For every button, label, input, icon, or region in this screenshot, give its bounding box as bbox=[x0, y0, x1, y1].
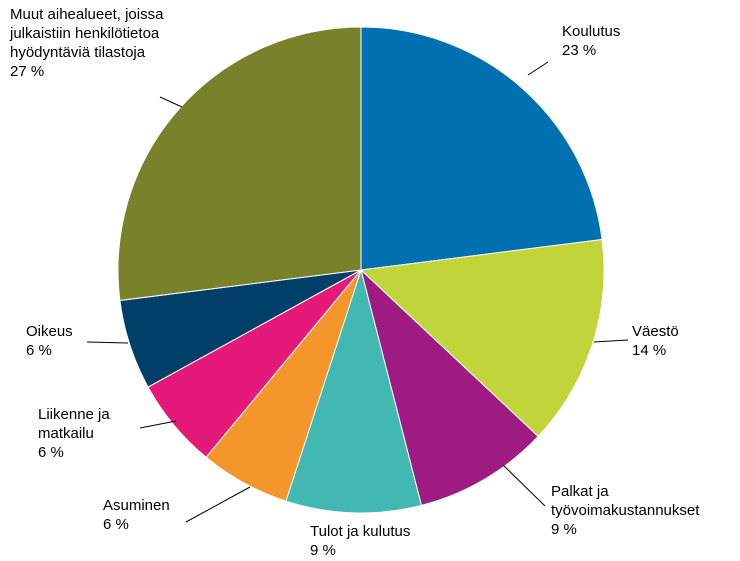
value-label: 9 % bbox=[551, 521, 577, 538]
value-label: 6 % bbox=[103, 516, 129, 533]
pie-slice bbox=[360, 26, 603, 271]
leader-line bbox=[159, 96, 183, 108]
leader-line bbox=[593, 339, 629, 343]
slice-label: Koulutus 23 % bbox=[562, 22, 620, 60]
leader-line bbox=[527, 61, 549, 76]
leader-line bbox=[185, 486, 251, 523]
pie-slice bbox=[285, 268, 423, 514]
category-label: Asuminen bbox=[103, 497, 170, 514]
value-label: 14 % bbox=[632, 342, 667, 359]
slice-label: Väestö 14 % bbox=[632, 322, 679, 360]
slice-label: Oikeus 6 % bbox=[26, 322, 73, 360]
category-label: Liikenne ja matkailu bbox=[38, 406, 110, 442]
pie-slice bbox=[117, 26, 362, 302]
leader-line bbox=[86, 341, 129, 344]
category-label: Oikeus bbox=[26, 323, 73, 340]
category-label: Palkat ja työvoimakustannukset bbox=[551, 483, 700, 519]
category-label: Väestö bbox=[632, 323, 679, 340]
value-label: 6 % bbox=[26, 342, 52, 359]
value-label: 23 % bbox=[562, 42, 597, 59]
slice-label: Tulot ja kulutus 9 % bbox=[310, 522, 410, 560]
slice-label: Liikenne ja matkailu 6 % bbox=[38, 405, 138, 462]
pie-slice bbox=[360, 268, 539, 506]
slice-label: Muut aihealueet, joissa julkaistiin henk… bbox=[10, 5, 210, 81]
leader-line bbox=[502, 464, 546, 507]
leader-line bbox=[139, 420, 177, 429]
value-label: 6 % bbox=[38, 444, 64, 461]
category-label: Muut aihealueet, joissa julkaistiin henk… bbox=[10, 6, 164, 61]
slice-label: Asuminen 6 % bbox=[103, 496, 170, 534]
value-label: 27 % bbox=[10, 63, 45, 80]
category-label: Koulutus bbox=[562, 23, 621, 40]
category-label: Tulot ja kulutus bbox=[310, 523, 411, 540]
value-label: 9 % bbox=[310, 542, 336, 559]
pie-slice bbox=[359, 238, 605, 438]
slice-label: Palkat ja työvoimakustannukset 9 % bbox=[551, 482, 731, 539]
